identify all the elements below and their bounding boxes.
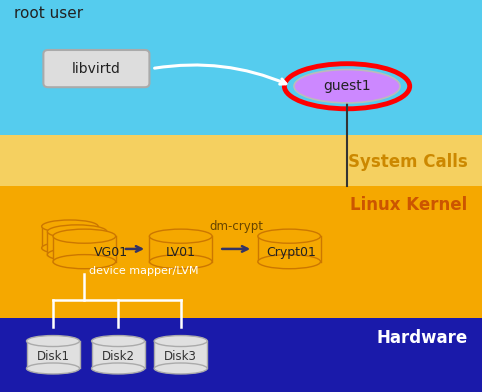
Text: root user: root user xyxy=(14,6,83,21)
Text: LV01: LV01 xyxy=(166,246,196,260)
Ellipse shape xyxy=(154,336,207,347)
Bar xyxy=(41,226,98,248)
Ellipse shape xyxy=(47,225,107,238)
Text: Crypt01: Crypt01 xyxy=(267,246,317,260)
Text: libvirtd: libvirtd xyxy=(72,62,121,76)
Text: System Calls: System Calls xyxy=(348,153,468,171)
Bar xyxy=(0,318,482,392)
Bar xyxy=(0,186,482,318)
Bar xyxy=(0,0,482,135)
Bar xyxy=(154,341,207,368)
Bar xyxy=(149,236,212,262)
Ellipse shape xyxy=(92,363,145,374)
Ellipse shape xyxy=(53,229,116,243)
Ellipse shape xyxy=(258,229,321,243)
Text: dm-crypt: dm-crypt xyxy=(209,220,263,233)
Bar xyxy=(0,135,482,186)
FancyBboxPatch shape xyxy=(43,50,149,87)
Ellipse shape xyxy=(258,255,321,269)
Text: guest1: guest1 xyxy=(323,79,371,93)
Bar xyxy=(47,232,107,254)
Bar xyxy=(258,236,321,262)
Bar xyxy=(92,341,145,368)
Ellipse shape xyxy=(53,255,116,269)
Ellipse shape xyxy=(47,248,107,261)
Ellipse shape xyxy=(149,229,212,243)
Ellipse shape xyxy=(92,336,145,347)
Text: device mapper/LVM: device mapper/LVM xyxy=(89,266,199,276)
Ellipse shape xyxy=(27,363,80,374)
Ellipse shape xyxy=(41,241,98,254)
Ellipse shape xyxy=(294,70,400,103)
Ellipse shape xyxy=(41,220,98,233)
Bar xyxy=(53,236,116,262)
Text: Disk3: Disk3 xyxy=(164,350,197,363)
Bar xyxy=(27,341,80,368)
Text: Linux Kernel: Linux Kernel xyxy=(350,196,468,214)
Text: Disk2: Disk2 xyxy=(102,350,134,363)
Text: Disk1: Disk1 xyxy=(37,350,69,363)
Ellipse shape xyxy=(154,363,207,374)
Ellipse shape xyxy=(149,255,212,269)
Text: VG01: VG01 xyxy=(94,246,128,260)
Text: Hardware: Hardware xyxy=(376,329,468,347)
Ellipse shape xyxy=(27,336,80,347)
